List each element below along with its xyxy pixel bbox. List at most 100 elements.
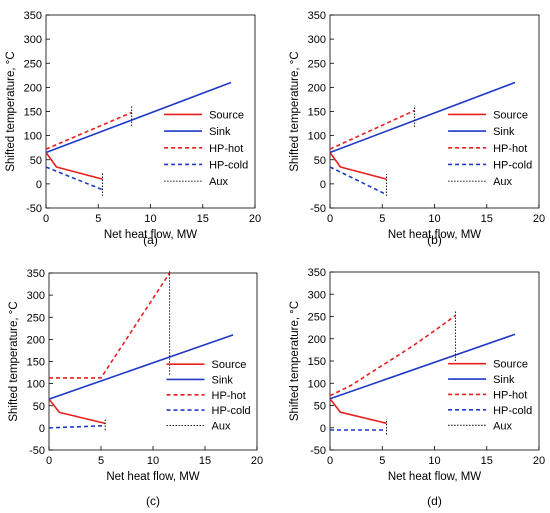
y-tick-label: 0 [39,423,45,435]
y-tick-label: 150 [308,356,326,368]
y-tick-label: 200 [24,82,42,94]
series-hp-hot-line [49,272,171,379]
x-tick-label: 10 [147,455,159,467]
y-axis-label: Shifted temperature, °C [5,51,17,171]
y-tick-label: 250 [24,58,42,70]
y-tick-label: 250 [308,58,326,70]
legend-label-aux: Aux [209,176,228,188]
x-axis-label: Net heat flow, MW [104,229,197,241]
y-tick-label: 200 [27,334,45,346]
panel-caption: (c) [146,494,160,508]
y-tick-label: 50 [314,155,326,167]
y-tick-label: 350 [27,268,45,280]
x-axis-label: Net heat flow, MW [388,471,481,483]
legend-label-aux: Aux [493,420,512,432]
y-tick-label: 50 [30,155,42,167]
series-sink-line [48,334,234,400]
y-tick-label: 100 [308,378,326,390]
series-source-line [329,152,387,180]
panel-caption: (d) [427,494,442,508]
legend-label-hp-cold: HP-cold [212,405,251,417]
y-axis-label: Shifted temperature, °C [289,51,301,171]
series-hp-hot-line [329,314,456,397]
y-tick-label: 300 [308,289,326,301]
x-tick-label: 15 [199,455,211,467]
x-tick-label: 5 [379,455,385,467]
x-tick-label: 15 [481,455,493,467]
series-source-line [45,152,103,180]
y-tick-label: 350 [308,267,326,279]
y-tick-label: 250 [308,312,326,324]
y-tick-label: 0 [320,423,326,435]
x-tick-label: 20 [249,213,261,225]
y-tick-label: 0 [320,179,326,191]
legend-label-hp-hot: HP-hot [209,143,243,155]
y-tick-label: 300 [308,34,326,46]
y-tick-label: 300 [27,290,45,302]
y-tick-label: 350 [308,10,326,22]
y-tick-label: 100 [24,131,42,143]
x-tick-label: 5 [379,213,385,225]
x-tick-label: 0 [327,213,333,225]
y-tick-label: 200 [308,82,326,94]
legend-label-hp-cold: HP-cold [493,405,532,417]
x-tick-label: 0 [46,455,52,467]
series-source-line [329,398,387,425]
y-tick-label: 150 [27,357,45,369]
x-tick-label: 10 [428,213,440,225]
y-tick-label: -50 [26,203,42,215]
x-tick-label: 15 [197,213,209,225]
y-tick-label: -50 [310,445,326,457]
series-hp-hot-line [45,111,133,150]
legend-label-sink: Sink [209,126,231,138]
series-sink-line [329,81,516,154]
x-tick-label: 5 [98,455,104,467]
x-tick-label: 5 [95,213,101,225]
legend-label-aux: Aux [212,420,231,432]
legend-label-sink: Sink [493,126,515,138]
legend-label-source: Source [493,109,528,121]
series-source-line [48,398,106,425]
panel-caption: (b) [427,233,442,247]
y-tick-label: 100 [308,131,326,143]
y-tick-label: 300 [24,34,42,46]
y-tick-label: 200 [308,334,326,346]
x-axis-label: Net heat flow, MW [106,471,199,483]
legend-label-sink: Sink [212,374,234,386]
legend-label-source: Source [493,359,528,371]
series-hp-hot-line [329,109,415,150]
legend-label-source: Source [212,359,247,371]
y-tick-label: 350 [24,10,42,22]
y-tick-label: 50 [314,401,326,413]
y-tick-label: 150 [308,107,326,119]
y-axis-label: Shifted temperature, °C [289,301,301,421]
panel-caption: (a) [143,233,158,247]
series-hp-cold-line [329,166,387,196]
y-tick-label: 150 [24,107,42,119]
legend-label-hp-hot: HP-hot [212,390,246,402]
legend-label-hp-hot: HP-hot [493,389,527,401]
series-sink-line [45,81,232,154]
y-tick-label: -50 [29,445,45,457]
x-tick-label: 20 [251,455,263,467]
legend-label-hp-cold: HP-cold [209,159,248,171]
legend-label-hp-hot: HP-hot [493,143,527,155]
legend-label-hp-cold: HP-cold [493,159,532,171]
legend-label-source: Source [209,109,244,121]
y-tick-label: 0 [36,179,42,191]
legend-label-sink: Sink [493,374,515,386]
x-tick-label: 20 [533,213,545,225]
x-tick-label: 10 [428,455,440,467]
legend-label-aux: Aux [493,176,512,188]
series-sink-line [329,333,516,400]
x-tick-label: 0 [327,455,333,467]
y-tick-label: 250 [27,312,45,324]
x-tick-label: 10 [144,213,156,225]
x-tick-label: 0 [43,213,49,225]
y-axis-label: Shifted temperature, °C [8,301,20,421]
